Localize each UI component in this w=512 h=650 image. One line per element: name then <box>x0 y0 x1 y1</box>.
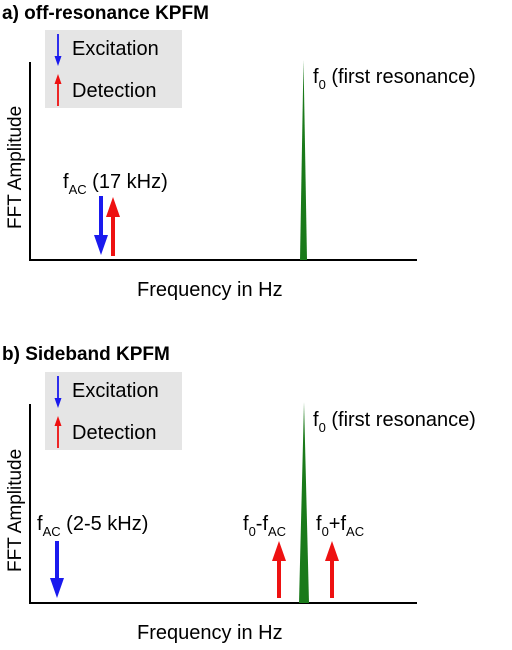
excitation-arrow-icon <box>54 34 62 66</box>
x-axis-label: Frequency in Hz <box>137 622 283 644</box>
arrow-shaft <box>57 83 59 106</box>
arrow-head <box>325 541 339 561</box>
resonance-peak <box>299 402 309 603</box>
detection-arrow-icon <box>54 74 62 106</box>
fac-label: fAC (17 kHz) <box>63 171 168 197</box>
detection-arrow-icon <box>54 416 62 448</box>
arrow-shaft <box>57 376 59 399</box>
legend-box <box>45 372 182 450</box>
arrow-shaft <box>277 560 281 598</box>
legend-box <box>45 30 182 108</box>
arrow-shaft <box>55 541 59 579</box>
panel-a-title: a) off-resonance KPFM <box>2 3 209 24</box>
arrow-shaft <box>57 425 59 448</box>
detection-arrow <box>106 197 120 256</box>
panel-a: a) off-resonance KPFM Excitation Detecti… <box>2 3 476 301</box>
detection-arrow-minus <box>272 541 286 598</box>
arrow-head <box>272 541 286 561</box>
arrow-head <box>94 235 108 255</box>
arrow-head <box>54 416 62 426</box>
arrow-head <box>50 578 64 598</box>
excitation-arrow <box>50 541 64 598</box>
fac-label: fAC (2-5 kHz) <box>37 513 148 539</box>
y-axis-label: FFT Amplitude <box>5 449 26 572</box>
panel-a-legend: Excitation Detection <box>45 30 182 108</box>
excitation-arrow-icon <box>54 376 62 408</box>
arrow-head <box>54 56 62 66</box>
arrow-shaft <box>99 196 103 236</box>
resonance-label: f0 (first resonance) <box>313 66 476 92</box>
legend-excitation-label: Excitation <box>72 38 159 60</box>
legend-excitation-label: Excitation <box>72 380 159 402</box>
arrow-shaft <box>330 560 334 598</box>
legend-detection-label: Detection <box>72 80 157 102</box>
excitation-arrow <box>94 196 108 255</box>
arrow-head <box>106 197 120 217</box>
panel-b: b) Sideband KPFM Excitation Detection FF… <box>2 344 476 644</box>
sideband-plus-label: f0+fAC <box>316 513 364 539</box>
arrow-shaft <box>57 34 59 57</box>
arrow-head <box>54 398 62 408</box>
legend-detection-label: Detection <box>72 422 157 444</box>
arrow-head <box>54 74 62 84</box>
arrow-shaft <box>111 216 115 256</box>
panel-b-title: b) Sideband KPFM <box>2 344 170 365</box>
detection-arrow-plus <box>325 541 339 598</box>
y-axis-label: FFT Amplitude <box>5 106 26 229</box>
x-axis-label: Frequency in Hz <box>137 279 283 301</box>
resonance-label: f0 (first resonance) <box>313 409 476 435</box>
resonance-peak <box>300 60 307 260</box>
sideband-minus-label: f0-fAC <box>243 513 286 539</box>
panel-b-legend: Excitation Detection <box>45 372 182 450</box>
